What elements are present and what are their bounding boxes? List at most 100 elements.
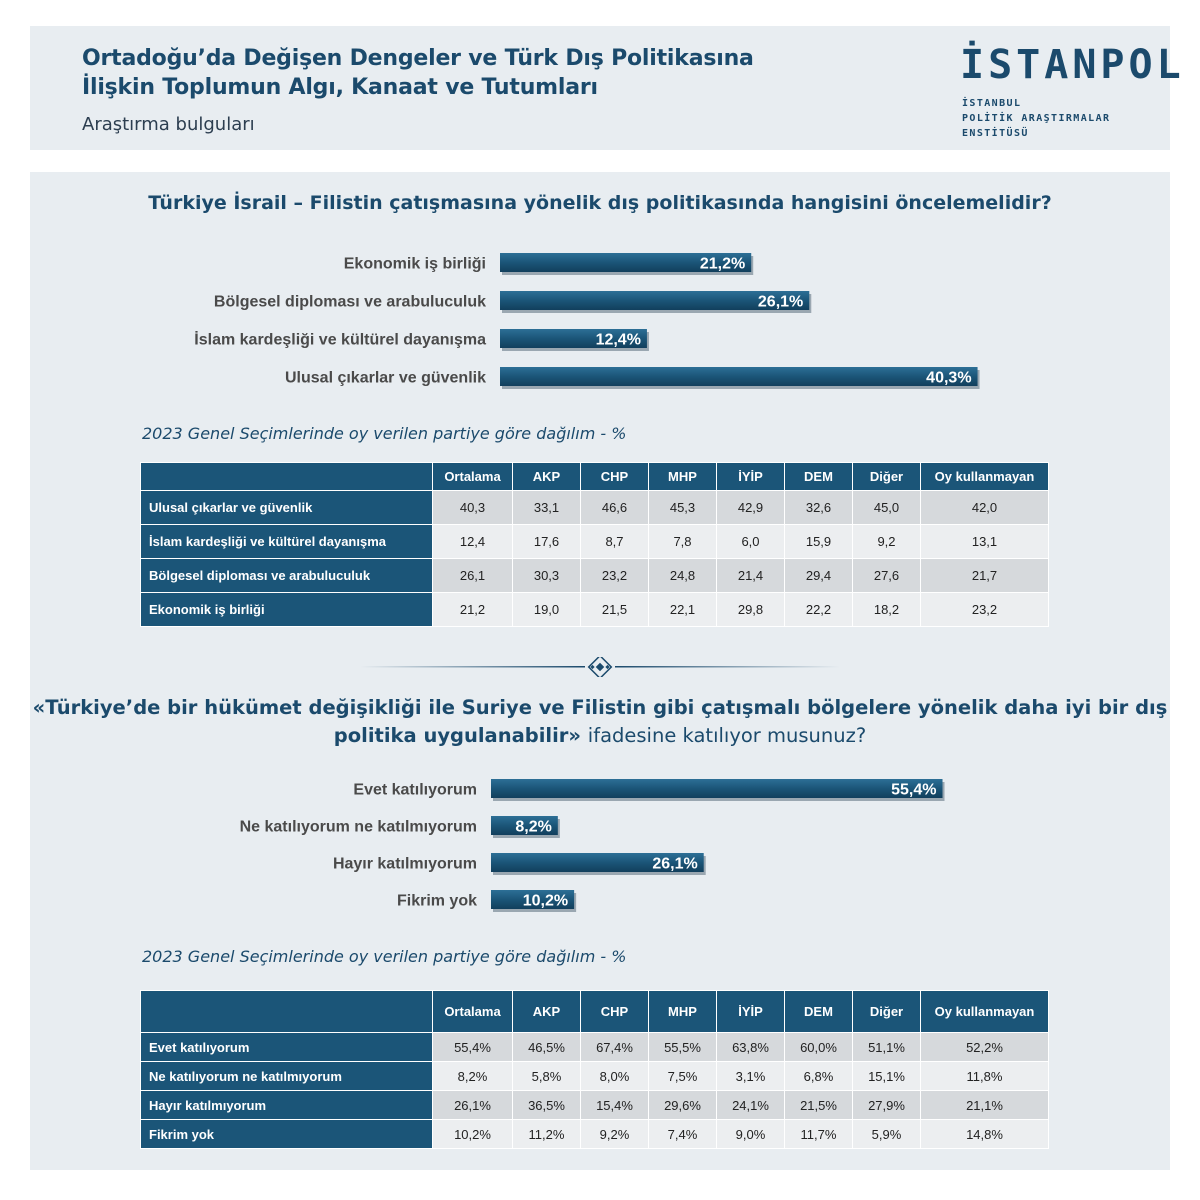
table-header-cell: İYİP — [716, 990, 785, 1033]
table-row-label: Fikrim yok — [140, 1119, 433, 1149]
table-header-cell: MHP — [648, 990, 717, 1033]
logo-line-2: POLİTİK ARAŞTIRMALAR — [962, 113, 1111, 124]
table-cell: 10,2% — [432, 1119, 513, 1149]
page-title: Ortadoğu’da Değişen Dengeler ve Türk Dış… — [82, 46, 754, 100]
bar — [491, 816, 558, 835]
table-header-cell: AKP — [512, 462, 581, 491]
logo-mark: İSTANPOL — [960, 42, 1185, 88]
table-header-corner — [140, 462, 433, 491]
table-cell: 51,1% — [852, 1032, 921, 1062]
section-divider — [360, 657, 840, 677]
table-cell: 7,8 — [648, 524, 717, 559]
logo-line-1: İSTANBUL — [962, 98, 1022, 109]
table-cell: 22,2 — [784, 592, 853, 627]
table-row: Ekonomik iş birliği 21,2 19,0 21,5 22,1 29,8 2… — [140, 592, 1049, 627]
table-cell: 11,7% — [784, 1119, 853, 1149]
table-cell: 8,0% — [580, 1061, 649, 1091]
table-cell: 21,1% — [920, 1090, 1049, 1120]
table-row: Ulusal çıkarlar ve güvenlik 40,3 33,1 46,6 4… — [140, 490, 1049, 525]
question-2-title-bold: «Türkiye’de bir hükümet değişikliği ile … — [32, 696, 1168, 747]
distribution-table-2: Ortalama AKP CHP MHP İYİP DEM Diğer Oy kullanma… — [140, 990, 1049, 1149]
table-row: Bölgesel diploması ve arabuluculuk 26,1 30… — [140, 558, 1049, 593]
table-row: Evet katılıyorum 55,4% 46,5% 67,4% 55,5% 63,8… — [140, 1032, 1049, 1062]
table-cell: 9,2 — [852, 524, 921, 559]
bar-value-label: 10,2% — [523, 893, 568, 910]
table-cell: 14,8% — [920, 1119, 1049, 1149]
table-header-row: Ortalama AKP CHP MHP İYİP DEM Diğer Oy kullanma… — [140, 462, 1049, 491]
table-header-cell: Oy kullanmayan — [920, 990, 1049, 1033]
bar-label: Evet katılıyorum — [353, 782, 477, 799]
table-cell: 8,7 — [580, 524, 649, 559]
bar-value-label: 21,2% — [700, 256, 745, 273]
table-cell: 7,5% — [648, 1061, 717, 1091]
table-header-cell: DEM — [784, 990, 853, 1033]
table-cell: 27,6 — [852, 558, 921, 593]
table-cell: 40,3 — [432, 490, 513, 525]
istanpol-logo: İSTANPOL İSTANBUL POLİTİK ARAŞTIRMALAR E… — [960, 42, 1181, 142]
table-cell: 33,1 — [512, 490, 581, 525]
bar-label: Bölgesel diploması ve arabuluculuk — [214, 294, 486, 311]
table-cell: 21,5 — [580, 592, 649, 627]
table-cell: 23,2 — [580, 558, 649, 593]
bar — [500, 367, 978, 386]
table-cell: 60,0% — [784, 1032, 853, 1062]
table-cell: 9,0% — [716, 1119, 785, 1149]
bar-value-label: 8,2% — [515, 819, 551, 836]
bar-value-label: 26,1% — [758, 294, 803, 311]
table-cell: 19,0 — [512, 592, 581, 627]
table-cell: 8,2% — [432, 1061, 513, 1091]
table-cell: 3,1% — [716, 1061, 785, 1091]
table-cell: 13,1 — [920, 524, 1049, 559]
bar-value-label: 55,4% — [891, 782, 936, 799]
table-cell: 42,0 — [920, 490, 1049, 525]
table-row: İslam kardeşliği ve kültürel dayanışma 12… — [140, 524, 1049, 559]
bar — [500, 291, 810, 310]
table-cell: 18,2 — [852, 592, 921, 627]
table-cell: 52,2% — [920, 1032, 1049, 1062]
table-row: Fikrim yok 10,2% 11,2% 9,2% 7,4% 9,0% 11,7% 5,9… — [140, 1119, 1049, 1149]
table-row: Hayır katılmıyorum 26,1% 36,5% 15,4% 29,6% 24… — [140, 1090, 1049, 1120]
logo-line-3: ENSTİTÜSÜ — [962, 128, 1029, 139]
table-header-cell: Oy kullanmayan — [920, 462, 1049, 491]
bar — [491, 853, 704, 872]
bar — [500, 329, 647, 348]
table-cell: 29,6% — [648, 1090, 717, 1120]
bar-label: Fikrim yok — [397, 893, 477, 910]
table-row-label: İslam kardeşliği ve kültürel dayanışma — [140, 524, 433, 559]
table-cell: 9,2% — [580, 1119, 649, 1149]
bar-chart-2: Evet katılıyorum 55,4% Ne katılıyorum ne k… — [240, 779, 945, 912]
question-2-title-normal: ifadesine katılıyor musunuz? — [587, 724, 867, 747]
page-subtitle: Araştırma bulguları — [82, 114, 255, 135]
table-row-label: Hayır katılmıyorum — [140, 1090, 433, 1120]
table-cell: 23,2 — [920, 592, 1049, 627]
bar — [500, 253, 752, 272]
table-cell: 21,2 — [432, 592, 513, 627]
table-cell: 15,4% — [580, 1090, 649, 1120]
table-cell: 7,4% — [648, 1119, 717, 1149]
table-cell: 42,9 — [716, 490, 785, 525]
table-row-label: Ne katılıyorum ne katılmıyorum — [140, 1061, 433, 1091]
table-header-cell: Ortalama — [432, 462, 513, 491]
table-row-label: Ulusal çıkarlar ve güvenlik — [140, 490, 433, 525]
table-cell: 63,8% — [716, 1032, 785, 1062]
table-row-label: Bölgesel diploması ve arabuluculuk — [140, 558, 433, 593]
bar-value-label: 40,3% — [926, 370, 971, 387]
table-cell: 30,3 — [512, 558, 581, 593]
table-row-label: Evet katılıyorum — [140, 1032, 433, 1062]
table-cell: 17,6 — [512, 524, 581, 559]
distribution-caption-2: 2023 Genel Seçimlerinde oy verilen parti… — [142, 947, 627, 966]
table-header-cell: AKP — [512, 990, 581, 1033]
bar — [491, 890, 575, 909]
table-cell: 29,8 — [716, 592, 785, 627]
table-cell: 6,8% — [784, 1061, 853, 1091]
table-cell: 24,8 — [648, 558, 717, 593]
table-cell: 55,5% — [648, 1032, 717, 1062]
bar-label: Ne katılıyorum ne katılmıyorum — [240, 819, 477, 836]
table-cell: 27,9% — [852, 1090, 921, 1120]
bar-chart-1: Ekonomik iş birliği 21,2% Bölgesel diploma… — [194, 253, 980, 389]
table-header-cell: Diğer — [852, 990, 921, 1033]
table-cell: 6,0 — [716, 524, 785, 559]
bar-label: Ulusal çıkarlar ve güvenlik — [285, 370, 486, 387]
bar-value-label: 26,1% — [652, 856, 697, 873]
question-2-title: «Türkiye’de bir hükümet değişikliği ile … — [30, 694, 1170, 750]
